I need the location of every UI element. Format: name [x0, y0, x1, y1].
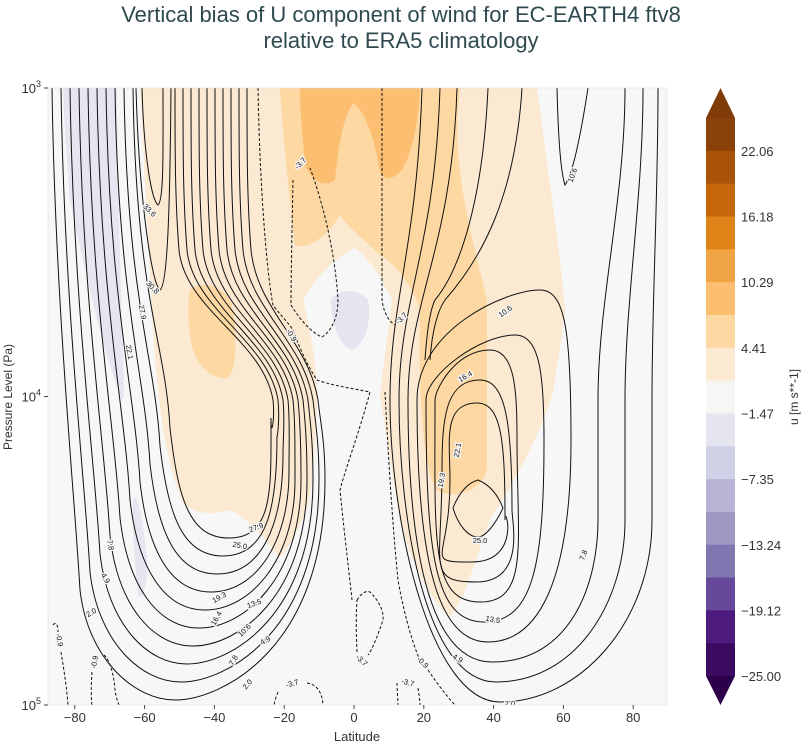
colorbar-bin: [706, 479, 735, 513]
contour-line-negative: [396, 682, 421, 705]
contour-label: 7.8: [105, 539, 116, 551]
y-tick-label: 105: [22, 696, 41, 713]
contour-line-positive: [135, 88, 172, 291]
contour-line-positive: [141, 88, 164, 206]
y-axis-label: Pressure Level (Pa): [1, 344, 15, 450]
contour-label: 13.5: [485, 614, 501, 625]
fill-positive-strong: [300, 88, 420, 184]
contour-line-positive: [398, 88, 644, 683]
contour-line-positive: [439, 379, 515, 583]
fill-positive-medium: [280, 88, 487, 494]
colorbar-bin: [706, 610, 735, 644]
colorbar-tick-label: −1.47: [741, 406, 774, 421]
contour-line-positive: [78, 88, 308, 647]
y-axis: 103 104 105: [22, 79, 48, 713]
contour-line-positive: [105, 88, 290, 593]
contour-labels: 33.630.827.922.1-3.7-0.9-3.710.610.616.4…: [53, 154, 591, 708]
colorbar-tick-label: 4.41: [741, 341, 766, 356]
colorbar-bin: [706, 643, 735, 677]
chart-title-line-2: relative to ERA5 climatology: [263, 28, 539, 53]
fill-negative-blob: [331, 291, 370, 350]
contour-line-positive: [96, 88, 296, 611]
colorbar-tick-label: −13.24: [741, 538, 781, 553]
contour-line-positive: [87, 88, 302, 629]
colorbar-bin: [706, 347, 735, 382]
contour-lines: [51, 88, 659, 705]
contour-label: -0.9: [54, 633, 65, 647]
colorbar-bin: [706, 314, 735, 349]
y-tick-label: 104: [22, 388, 41, 405]
contour-line-positive: [389, 88, 659, 703]
colorbar-tick-label: −25.00: [741, 669, 781, 684]
x-tick-label: −80: [64, 710, 86, 725]
x-tick-label: −60: [134, 710, 156, 725]
colorbar-bin: [706, 150, 735, 185]
contour-line-positive: [123, 88, 280, 557]
colorbar-bin: [706, 118, 735, 152]
colorbar-bin: [706, 249, 735, 283]
contour-line-negative: [384, 391, 456, 705]
contour-label: 19.3: [436, 472, 447, 488]
contour-line-positive: [425, 334, 545, 623]
contour-line-positive: [452, 479, 504, 538]
contour-line-positive: [69, 88, 314, 665]
colorbar-bin: [706, 446, 735, 480]
colorbar-bin: [706, 544, 735, 579]
contour-label: 22.1: [124, 344, 135, 360]
contour-label: -0.9: [89, 655, 100, 669]
colorbar-tick-label: −7.35: [741, 472, 774, 487]
contour-line-positive: [441, 402, 509, 563]
contour-label: 25.0: [232, 540, 248, 551]
contour-label: 22.1: [452, 442, 463, 458]
contour-line-positive: [114, 88, 285, 575]
colorbar-extend-bottom: [706, 676, 735, 705]
contour-line-positive: [407, 88, 626, 663]
contour-line-negative: [52, 622, 69, 705]
contour-label: 25.0: [473, 536, 488, 545]
x-tick-label: 20: [417, 710, 431, 725]
contour-line-positive: [132, 88, 275, 539]
colorbar-bin: [706, 380, 735, 414]
colorbar-bin: [706, 282, 735, 316]
colorbar-extend-top: [706, 88, 735, 118]
contour-line-negative: [290, 167, 339, 338]
x-tick-label: −40: [203, 710, 225, 725]
contour-line-positive: [51, 88, 326, 701]
chart-title-line-1: Vertical bias of U component of wind for…: [121, 2, 681, 27]
contour-line-positive: [60, 88, 320, 683]
colorbar-bin: [706, 511, 735, 546]
contour-line-negative: [355, 591, 384, 656]
colorbar-label: u [m s**-1]: [787, 369, 801, 425]
contour-line-positive: [556, 88, 589, 187]
contour-line-negative: [273, 682, 324, 705]
x-axis-label: Latitude: [334, 729, 380, 744]
colorbar-bin: [706, 577, 735, 611]
y-tick-label: 103: [22, 79, 41, 96]
colorbar-bin: [706, 183, 735, 217]
contour-line-positive: [416, 289, 572, 643]
colorbar-tick-label: 22.06: [741, 144, 774, 159]
colorbar: 22.06 16.18 10.29 4.41 −1.47 −7.35 −13.24 −19.1…: [706, 88, 781, 705]
plot-area: 33.630.827.922.1-3.7-0.9-3.710.610.616.4…: [48, 88, 667, 708]
colorbar-bin: [706, 216, 735, 250]
x-tick-label: 0: [350, 710, 357, 725]
x-tick-label: 80: [626, 710, 640, 725]
colorbar-bin: [706, 413, 735, 447]
contour-label: 27.9: [137, 304, 148, 320]
x-tick-label: 40: [486, 710, 500, 725]
contour-line-positive: [429, 88, 523, 361]
colorbar-tick-label: 16.18: [741, 209, 774, 224]
x-tick-label: −20: [273, 710, 295, 725]
contour-line-negative: [90, 654, 120, 705]
contour-line-negative: [381, 88, 396, 326]
x-axis: −80 −60 −40 −20 0 20 40 60 80: [64, 705, 640, 725]
contour-line-positive: [424, 88, 489, 361]
x-tick-label: 60: [556, 710, 570, 725]
contour-line-negative: [257, 88, 371, 601]
colorbar-tick-label: 10.29: [741, 275, 774, 290]
contour-label: 2.0: [505, 699, 515, 708]
colorbar-tick-label: −19.12: [741, 603, 781, 618]
